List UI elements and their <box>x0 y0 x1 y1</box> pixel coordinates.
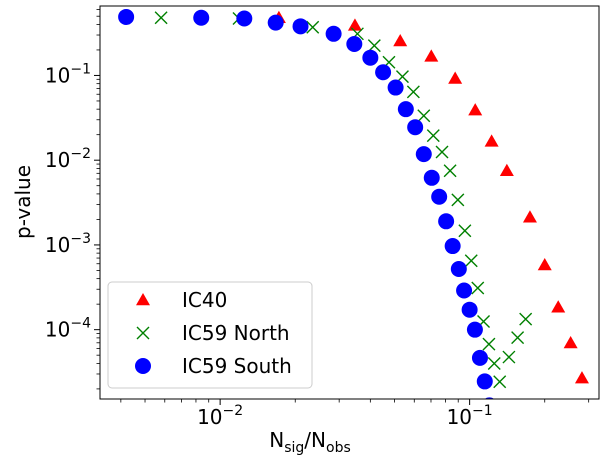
ic59-north-point-3 <box>306 20 320 34</box>
ic40-point-11 <box>551 300 566 313</box>
ic40-point-2 <box>347 18 362 31</box>
ic40-point-12 <box>563 336 578 349</box>
legend-marker-ic59-south <box>135 358 151 374</box>
ic59-south-point-11 <box>397 101 414 118</box>
y-tick-label-3: 10−3 <box>45 231 91 257</box>
ic59-north-point-20 <box>493 375 507 389</box>
x-axis-label-base: N <box>269 428 284 452</box>
ic59-south-point-2 <box>193 9 210 26</box>
ic59-south-point-16 <box>438 213 455 230</box>
ic59-south-point-13 <box>415 146 432 163</box>
x-axis-label-sub1: sig <box>284 440 304 456</box>
ic59-south-point-1 <box>118 8 135 25</box>
ic59-south-point-23 <box>476 373 493 390</box>
axis-ticks: 10−2 10−1 10−1 10−2 10−3 10−4 <box>45 9 590 429</box>
ic59-north-point-15 <box>464 254 478 268</box>
ic59-south-point-18 <box>450 260 467 277</box>
legend-label-ic59-north: IC59 North <box>182 321 290 345</box>
ic59-south-point-19 <box>456 282 473 299</box>
ic59-north-point-8 <box>406 85 420 99</box>
legend-label-ic59-south: IC59 South <box>182 354 292 378</box>
ic40-point-3 <box>393 33 408 47</box>
ic59-north-point-1 <box>154 11 168 25</box>
ic59-north-point-19 <box>487 356 501 370</box>
x-axis-label: Nsig/Nobs <box>269 428 351 456</box>
ic59-south-point-6 <box>325 25 342 42</box>
y-tick-label-2: 10−2 <box>45 146 91 172</box>
ic59-south-point-15 <box>431 188 448 205</box>
ic59-south-point-26 <box>490 445 506 456</box>
data-marks <box>118 8 589 456</box>
ic59-south-point-14 <box>423 169 440 186</box>
ic59-north-point-5 <box>367 39 381 53</box>
legend-marker-ic59-north <box>136 326 150 340</box>
ic40-point-10 <box>537 257 552 271</box>
y-tick-label-1: 10−1 <box>45 61 91 87</box>
y-tick-label-4: 10−4 <box>45 316 91 342</box>
ic59-south-point-12 <box>407 119 424 136</box>
ic40-point-6 <box>468 103 483 116</box>
series-ic59-north <box>154 11 533 389</box>
legend-label-ic40: IC40 <box>182 288 227 312</box>
ic59-south-point-25 <box>486 422 502 438</box>
ic59-south-point-20 <box>461 301 478 318</box>
ic59-south-point-3 <box>236 10 253 27</box>
ic40-point-5 <box>448 71 463 84</box>
series-ic40 <box>271 10 589 384</box>
ic59-south-point-17 <box>444 238 461 255</box>
ic59-south-point-4 <box>267 14 284 31</box>
ic59-south-point-5 <box>292 18 309 35</box>
ic59-south-point-8 <box>362 49 379 66</box>
ic40-point-8 <box>499 163 514 177</box>
x-tick-label-2: 10−1 <box>447 403 493 429</box>
ic59-north-point-13 <box>451 193 465 207</box>
ic59-south-point-9 <box>375 64 392 81</box>
ic40-point-9 <box>522 210 537 223</box>
ic59-north-point-14 <box>458 224 472 238</box>
legend: IC40 IC59 North IC59 South <box>107 281 313 389</box>
y-axis-label: p-value <box>11 165 35 239</box>
ic59-north-point-16 <box>471 281 485 295</box>
series-ic59-south <box>118 8 506 456</box>
ic59-north-point-11 <box>435 145 449 159</box>
ic59-north-point-18 <box>482 337 496 351</box>
plot-frame <box>99 5 600 400</box>
x-axis-label-sub2: obs <box>326 440 351 456</box>
ic59-south-point-10 <box>387 79 404 96</box>
ic59-north-point-21 <box>502 350 516 364</box>
ic59-north-point-9 <box>417 109 431 123</box>
ic59-north-point-23 <box>519 312 533 326</box>
ic40-point-4 <box>424 49 439 62</box>
x-axis-label-sep: /N <box>304 428 326 452</box>
x-tick-label-1: 10−2 <box>197 403 243 429</box>
legend-frame <box>107 281 313 389</box>
ic59-south-point-7 <box>346 36 363 53</box>
ic59-north-point-22 <box>511 331 525 345</box>
ic40-point-13 <box>574 371 589 384</box>
legend-entries: IC40 IC59 North IC59 South <box>135 288 292 378</box>
ic59-north-point-10 <box>426 129 440 143</box>
ic59-south-point-22 <box>471 349 488 366</box>
ic40-point-7 <box>484 134 499 147</box>
ic59-north-point-12 <box>443 164 457 178</box>
legend-marker-ic40 <box>136 293 150 306</box>
ic59-south-point-21 <box>466 321 483 338</box>
